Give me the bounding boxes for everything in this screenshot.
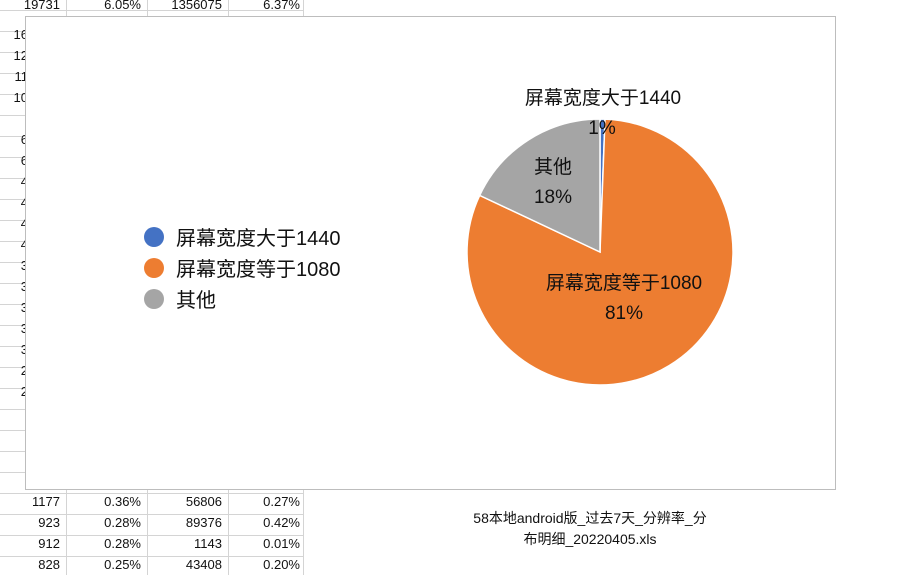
table-cell-clipped xyxy=(0,402,28,423)
table-cell: 19731 xyxy=(23,0,60,12)
table-cell-clipped: 11 xyxy=(14,69,29,84)
table-cell: 89376 xyxy=(185,515,222,530)
table-cell: 0.01% xyxy=(263,536,300,551)
table-cell-clipped xyxy=(0,423,28,444)
table-cell: 912 xyxy=(38,536,60,551)
legend-item-other: 其他 xyxy=(144,283,341,314)
table-cell-clipped: 10 xyxy=(13,90,28,105)
table-cell-clipped: 4 xyxy=(0,171,28,192)
legend-label-eq1080: 屏幕宽度等于1080 xyxy=(176,259,341,281)
table-cell: 1143 xyxy=(194,536,222,551)
table-cell-clipped: 6 xyxy=(0,150,28,171)
table-cell: 0.20% xyxy=(263,557,300,572)
legend-label-other: 其他 xyxy=(176,290,216,312)
table-cell: 828 xyxy=(38,557,60,572)
slice-label-gt1440-percent: 1% xyxy=(588,118,616,139)
legend-item-eq1080: 屏幕宽度等于1080 xyxy=(144,252,341,283)
legend-swatch-gt1440 xyxy=(144,226,164,247)
grid-row-line xyxy=(0,10,303,11)
grid-row-line xyxy=(0,514,303,515)
table-cell-clipped: 3 xyxy=(0,297,28,318)
table-cell-clipped: 2 xyxy=(0,360,28,381)
table-cell-clipped: 12 xyxy=(13,48,28,63)
table-cell-clipped: 3 xyxy=(0,318,28,339)
table-cell: 0.27% xyxy=(263,494,300,509)
table-cell-clipped: 6 xyxy=(0,129,28,150)
file-name-line1: 58本地android版_过去7天_分辨率_分 xyxy=(473,510,707,526)
table-cell-clipped xyxy=(0,444,28,465)
slice-label-eq1080-name: 屏幕宽度等于1080 xyxy=(546,272,702,294)
slice-label-gt1440-name: 屏幕宽度大于1440 xyxy=(525,87,681,109)
table-cell-clipped: 3 xyxy=(0,276,28,297)
table-cell-clipped xyxy=(0,465,28,486)
table-cell: 6.37% xyxy=(263,0,300,12)
table-cell: 923 xyxy=(38,515,60,530)
legend-swatch-eq1080 xyxy=(144,257,164,278)
slice-label-other-name: 其他 xyxy=(534,156,572,178)
pie-slice-other xyxy=(478,118,601,254)
pie-chart: 屏幕宽度大于1440 1% 其他 18% 屏幕宽度等于1080 81% xyxy=(466,87,734,386)
table-cell: 0.28% xyxy=(104,536,141,551)
pie-chart-panel[interactable]: 屏幕宽度大于1440 屏幕宽度等于1080 其他 屏幕宽度大于1440 1% 其… xyxy=(25,16,836,490)
table-cell-clipped: 2 xyxy=(0,381,28,402)
slice-label-eq1080-percent: 81% xyxy=(605,303,643,324)
table-cell: 0.25% xyxy=(104,557,141,572)
legend-swatch-other xyxy=(144,288,164,309)
table-cell-clipped xyxy=(0,108,28,129)
table-cell: 1177 xyxy=(32,494,60,509)
grid-row-line xyxy=(0,535,303,536)
table-cell-clipped: 16 xyxy=(13,27,28,42)
table-cell: 1356075 xyxy=(171,0,222,12)
table-cell: 0.36% xyxy=(104,494,141,509)
table-cell: 6.05% xyxy=(104,0,141,12)
table-cell: 0.42% xyxy=(263,515,300,530)
table-cell: 56806 xyxy=(185,494,222,509)
table-cell-clipped: 4 xyxy=(0,213,28,234)
pie-slices xyxy=(466,118,734,386)
grid-row-line xyxy=(0,493,303,494)
grid-row-line xyxy=(0,556,303,557)
chart-legend: 屏幕宽度大于1440 屏幕宽度等于1080 其他 xyxy=(144,221,341,314)
slice-label-other-percent: 18% xyxy=(534,187,572,208)
legend-item-gt1440: 屏幕宽度大于1440 xyxy=(144,221,341,252)
table-cell: 43408 xyxy=(185,557,222,572)
file-name-line2: 布明细_20220405.xls xyxy=(523,531,657,547)
legend-label-gt1440: 屏幕宽度大于1440 xyxy=(176,228,341,250)
table-cell-clipped: 4 xyxy=(0,234,28,255)
table-cell-clipped: 4 xyxy=(0,192,28,213)
table-cell-clipped: 3 xyxy=(0,255,28,276)
table-cell-clipped: 3 xyxy=(0,339,28,360)
file-name-caption[interactable]: 58本地android版_过去7天_分辨率_分 布明细_20220405.xls xyxy=(460,508,720,550)
table-cell: 0.28% xyxy=(104,515,141,530)
